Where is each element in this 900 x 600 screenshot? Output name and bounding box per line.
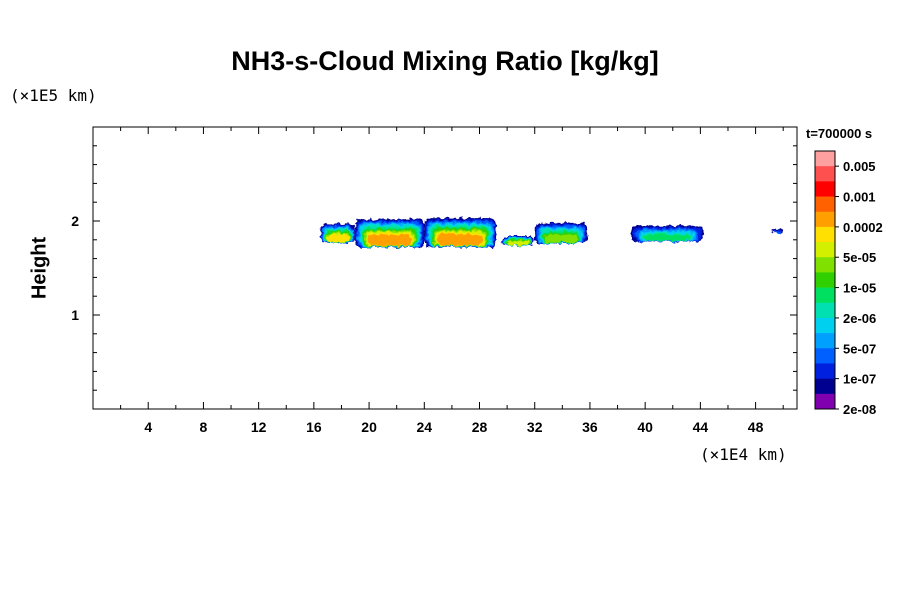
x-tick-label: 28 bbox=[472, 419, 488, 435]
x-tick-label: 40 bbox=[637, 419, 653, 435]
colorbar-label: 0.005 bbox=[843, 159, 876, 174]
cloud-patch bbox=[534, 222, 588, 244]
x-tick-label: 36 bbox=[582, 419, 598, 435]
colorbar-label: 1e-05 bbox=[843, 281, 876, 296]
colorbar-swatch bbox=[815, 287, 835, 304]
colorbar-swatch bbox=[815, 257, 835, 273]
cloud-level bbox=[644, 234, 691, 241]
x-tick-label: 44 bbox=[693, 419, 709, 435]
colorbar-swatch bbox=[815, 302, 835, 319]
colorbar-label: 2e-06 bbox=[843, 311, 876, 326]
x-tick-label: 48 bbox=[748, 419, 764, 435]
cloud-patch bbox=[320, 223, 356, 244]
cloud-level bbox=[367, 234, 412, 246]
colorbar-swatch bbox=[815, 181, 835, 197]
colorbar-swatch bbox=[815, 378, 835, 395]
x-tick-label: 4 bbox=[144, 419, 152, 435]
cloud-level bbox=[507, 241, 529, 245]
x-tick-label: 8 bbox=[200, 419, 208, 435]
cloud-patch bbox=[772, 229, 784, 234]
cloud-patch bbox=[355, 219, 425, 248]
colorbar-swatch bbox=[815, 348, 835, 364]
cloud-patch bbox=[631, 225, 704, 242]
cloud-level bbox=[544, 234, 578, 243]
x-tick-label: 24 bbox=[417, 419, 433, 435]
colorbar-label: 2e-08 bbox=[843, 402, 876, 417]
colorbar-swatch bbox=[815, 272, 835, 288]
cloud-field bbox=[320, 218, 784, 248]
colorbar-swatch bbox=[815, 226, 835, 243]
colorbar-swatch bbox=[815, 196, 835, 213]
colorbar-label: 5e-07 bbox=[843, 341, 876, 356]
colorbar-swatch bbox=[815, 393, 835, 410]
colorbar-swatch bbox=[815, 211, 835, 228]
plot-frame bbox=[92, 126, 798, 410]
colorbar: 0.005 0.001 0.0002 5e-05 1e-05 2e-06 5e-07 1e-0… bbox=[814, 150, 883, 417]
y-tick-label: 1 bbox=[71, 307, 79, 323]
y-tick-label: 2 bbox=[71, 213, 79, 229]
colorbar-swatch bbox=[815, 317, 835, 334]
colorbar-label: 0.001 bbox=[843, 190, 876, 205]
y-axis-unit: (×1E5 km) bbox=[10, 86, 97, 105]
colorbar-swatch bbox=[815, 151, 835, 167]
colorbar-label: 5e-05 bbox=[843, 250, 876, 265]
chart-title: NH3-s-Cloud Mixing Ratio [kg/kg] bbox=[231, 46, 659, 76]
cloud-patch bbox=[424, 218, 497, 248]
x-tick-label: 32 bbox=[527, 419, 543, 435]
colorbar-label: 0.0002 bbox=[843, 220, 883, 235]
colorbar-swatch bbox=[815, 333, 835, 349]
time-label: t=700000 s bbox=[806, 126, 873, 141]
x-tick-label: 12 bbox=[251, 419, 267, 435]
x-tick-label: 20 bbox=[361, 419, 377, 435]
colorbar-label: 1e-07 bbox=[843, 372, 876, 387]
colorbar-swatch bbox=[815, 363, 835, 379]
x-axis-unit: (×1E4 km) bbox=[700, 445, 787, 464]
colorbar-swatch bbox=[815, 242, 835, 258]
colorbar-swatch bbox=[815, 166, 835, 182]
cloud-level bbox=[774, 231, 782, 234]
cloud-patch bbox=[501, 236, 535, 246]
cloud-level bbox=[437, 234, 484, 246]
x-tick-label: 16 bbox=[306, 419, 322, 435]
colorbar-frame bbox=[814, 150, 836, 410]
cloud-level bbox=[326, 234, 350, 243]
